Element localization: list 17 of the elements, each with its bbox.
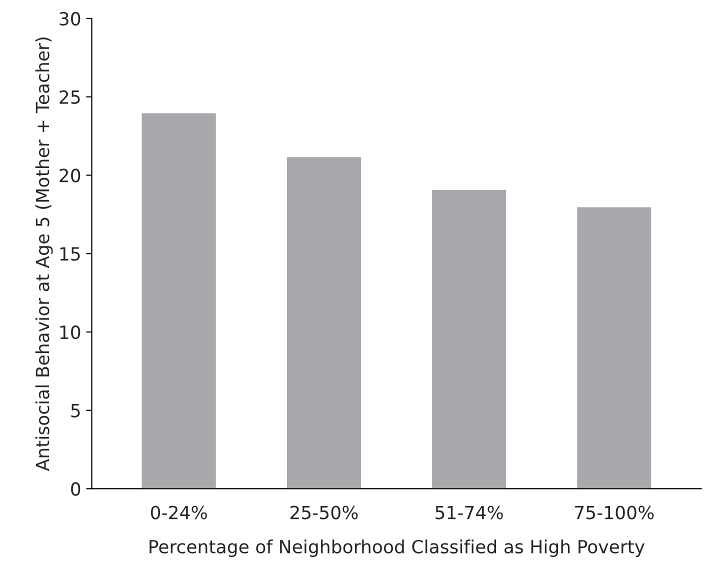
bar xyxy=(576,206,653,489)
y-tick-label: 0 xyxy=(71,482,80,496)
x-tick-label: 51-74% xyxy=(436,506,503,520)
bar xyxy=(140,112,218,489)
x-tick-label: 75-100% xyxy=(575,506,654,520)
x-tick-label: 0-24% xyxy=(150,506,207,520)
y-tick-label: 20 xyxy=(60,168,80,182)
y-tick-label: 10 xyxy=(60,325,80,340)
y-tick-label: 25 xyxy=(60,90,80,104)
bar xyxy=(286,156,362,489)
x-axis-title: Percentage of Neighborhood Classified as High Poverty xyxy=(150,540,645,557)
y-axis-title: Antisocial Behavior at Age 5 (Mother + Teacher) xyxy=(35,38,53,472)
y-tick-label: 30 xyxy=(60,12,80,26)
x-tick-label: 25-50% xyxy=(290,506,358,520)
y-tick-label: 15 xyxy=(60,247,80,261)
y-tick-label: 5 xyxy=(71,404,80,418)
bar xyxy=(430,188,508,489)
